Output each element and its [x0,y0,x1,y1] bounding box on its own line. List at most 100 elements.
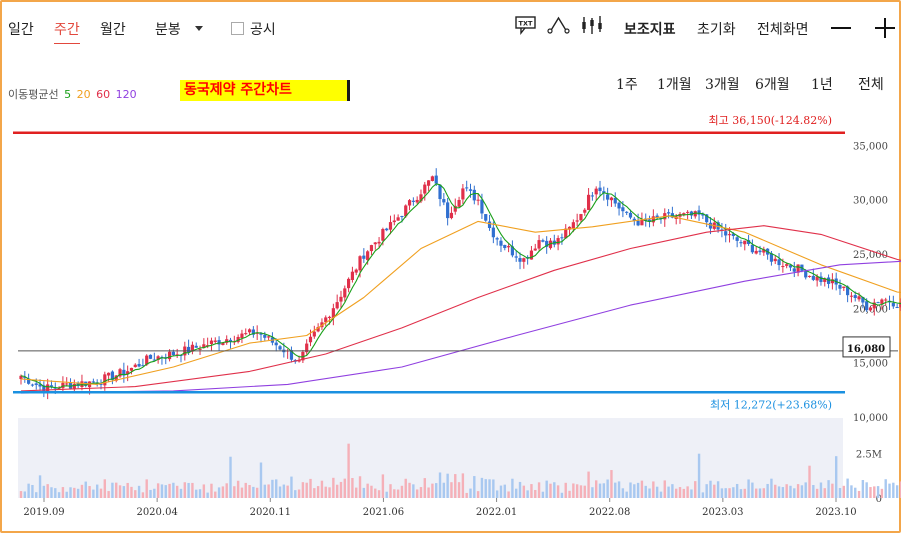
volume-bar [583,485,586,498]
volume-bar [469,488,472,498]
volume-bar [198,489,202,498]
volume-bar [480,477,484,498]
candle-body [388,222,393,230]
range-6month[interactable]: 6개월 [755,77,790,93]
candle-body [407,200,412,206]
tab-daily[interactable]: 일간 [8,22,34,38]
ma-period-120[interactable]: 120 [115,88,137,101]
volume-bar [724,488,727,498]
volume-bar [240,487,244,498]
zoom-out-icon[interactable] [830,17,852,43]
volume-bar [815,488,819,498]
fullscreen-button[interactable]: 전체화면 [757,22,809,38]
text-annotation-icon[interactable]: TXT [515,14,537,40]
volume-bar [876,486,880,498]
volume-bar [595,480,598,498]
candle-body [194,345,198,348]
volume-bar [861,480,865,498]
volume-bar [526,490,529,498]
candle-body [141,365,145,367]
candle-body [289,350,294,360]
candle-body [453,205,457,212]
candle-body [484,214,488,221]
volume-bar [553,482,556,498]
volume-bar [774,484,777,498]
candle-body [891,302,895,307]
candle-body [472,189,476,201]
candle-body [202,344,206,348]
range-all[interactable]: 전체 [858,77,884,93]
volume-bar [381,474,385,498]
candle-body [769,253,774,262]
volume-bar [46,484,49,498]
candle-body [686,211,690,213]
volume-bar [275,479,278,498]
indicator-button[interactable]: 보조지표 [624,22,676,38]
candle-body [632,218,636,221]
candle-body [251,329,255,335]
volume-bar [522,485,526,498]
volume-bar [587,471,590,498]
x-tick-label: 2023.03 [702,507,743,518]
candle-body [190,344,195,352]
tab-monthly[interactable]: 월간 [100,22,126,38]
volume-bar [210,483,213,498]
volume-bar [427,487,430,498]
candle-body [583,209,587,213]
range-1month[interactable]: 1개월 [657,77,692,93]
candle-body [263,334,267,338]
high-price-label: 최고 36,150(-124.82%) [709,114,832,127]
ma-period-60[interactable]: 60 [96,88,111,101]
volume-bar [762,488,766,498]
zoom-in-icon[interactable] [874,17,896,43]
candle-body [46,384,50,392]
candle-body [461,188,465,200]
drawing-tool-icon[interactable] [547,14,571,40]
volume-bar [423,478,426,498]
tab-weekly[interactable]: 주간 [54,19,80,44]
candle-body [396,217,400,221]
volume-bar [652,481,655,498]
candle-settings-icon[interactable] [580,14,604,40]
range-3month[interactable]: 3개월 [705,77,740,93]
tab-minute[interactable]: 분봉 [155,22,181,38]
volume-bar [35,492,38,498]
volume-bar [118,485,122,498]
volume-bar [419,487,423,498]
volume-bar [103,479,107,498]
candle-body [655,215,659,218]
volume-bar [728,488,731,498]
volume-bar [598,483,602,498]
candle-body [366,251,370,261]
candle-body [267,336,271,338]
chevron-down-icon[interactable] [195,26,203,31]
reset-button[interactable]: 초기화 [697,22,736,38]
candle-body [487,221,492,229]
candle-body [773,258,777,262]
volume-bar [838,488,842,498]
volume-bar [50,487,53,498]
volume-bar [465,492,468,498]
candle-body [495,238,499,240]
volume-bar [415,489,419,498]
candle-body [804,270,808,278]
candle-body [23,377,27,379]
candle-body [735,237,739,241]
ma-120-line [20,260,901,394]
candle-body [247,329,252,333]
volume-bar [640,480,644,498]
ma-period-20[interactable]: 20 [76,88,91,101]
volume-bar [572,483,575,498]
volume-bar [259,462,263,498]
candle-body [129,367,134,371]
notice-checkbox[interactable] [231,22,244,35]
candle-body [213,340,217,342]
range-1week[interactable]: 1주 [616,77,638,93]
volume-bar [682,488,686,498]
volume-bar [777,486,781,498]
volume-bar [65,491,68,498]
candle-body [868,307,873,311]
ma-period-5[interactable]: 5 [64,88,72,101]
range-1year[interactable]: 1년 [811,77,833,93]
